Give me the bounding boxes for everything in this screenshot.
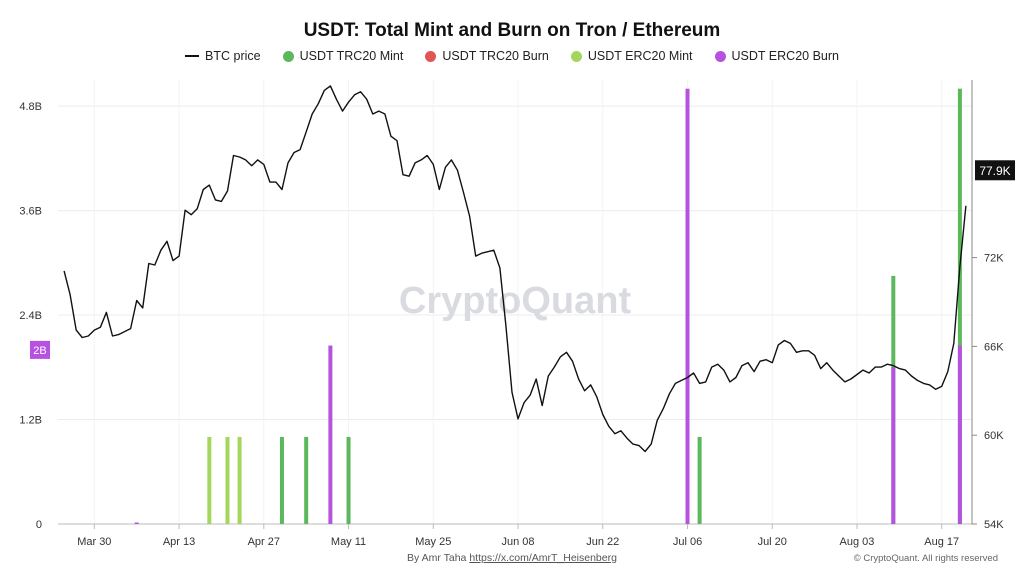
legend-label: BTC price [205, 49, 261, 63]
byline: By Amr Taha https://x.com/AmrT_Heisenber… [0, 552, 1024, 564]
bar-usdt-trc20-mint [957, 88, 962, 525]
y-right-tick-label: 60K [984, 430, 1004, 442]
legend-swatch [185, 55, 200, 57]
y-left-tick-label: 0 [36, 519, 42, 531]
y-right-tick-label: 54K [984, 519, 1004, 531]
bar-usdt-erc20-mint [237, 436, 242, 524]
bar-usdt-erc20-burn [957, 345, 962, 524]
bar-usdt-trc20-mint [697, 436, 702, 524]
x-tick-label: Jul 06 [673, 536, 702, 548]
last-value-badge [975, 160, 1015, 181]
bar-usdt-erc20-mint [225, 436, 230, 524]
bar-usdt-trc20-mint [279, 436, 284, 524]
x-tick-label: May 25 [415, 536, 451, 548]
x-tick-label: Mar 30 [77, 536, 111, 548]
last-value-label: 77.9K [979, 164, 1010, 178]
btc-price-line [63, 85, 967, 453]
y-left-tick-label: 2.4B [19, 310, 42, 322]
watermark: CryptoQuant [399, 280, 632, 322]
y-left-tick-label: 4.8B [19, 101, 42, 113]
legend-swatch [714, 50, 726, 62]
x-tick-label: Aug 03 [840, 536, 875, 548]
legend-swatch [282, 50, 294, 62]
y-left-marker-label: 2B [33, 345, 46, 357]
legend-item-usdt-trc20-burn[interactable]: USDT TRC20 Burn [425, 49, 549, 63]
x-tick-label: Aug 17 [924, 536, 959, 548]
byline-author: By Amr Taha [407, 552, 467, 564]
legend-label: USDT ERC20 Burn [731, 49, 839, 63]
legend-item-usdt-erc20-mint[interactable]: USDT ERC20 Mint [570, 49, 693, 63]
y-right-tick-label: 72K [984, 253, 1004, 265]
x-tick-label: Jun 08 [502, 536, 535, 548]
bar-usdt-erc20-mint [207, 436, 212, 524]
x-tick-label: Jul 20 [758, 536, 787, 548]
legend-item-usdt-trc20-mint[interactable]: USDT TRC20 Mint [282, 49, 404, 63]
x-tick-label: Apr 27 [248, 536, 280, 548]
copyright: © CryptoQuant. All rights reserved [853, 553, 998, 564]
bar-usdt-trc20-mint [304, 436, 309, 524]
legend-label: USDT ERC20 Mint [587, 49, 693, 63]
bar-usdt-erc20-burn [134, 522, 139, 524]
x-tick-label: Apr 13 [163, 536, 195, 548]
bar-usdt-trc20-mint [346, 436, 351, 524]
x-tick-label: Jun 22 [586, 536, 619, 548]
y-left-tick-label: 1.2B [19, 415, 42, 427]
legend-label: USDT TRC20 Burn [442, 49, 549, 63]
bar-usdt-erc20-burn [891, 367, 896, 524]
legend-swatch [570, 50, 582, 62]
bar-usdt-erc20-burn [685, 88, 690, 525]
y-right-tick-label: 66K [984, 341, 1004, 353]
bar-usdt-erc20-burn [328, 345, 333, 524]
y-left-marker-badge [30, 340, 50, 359]
legend: BTC price USDT TRC20 Mint USDT TRC20 Burn U… [0, 49, 1024, 63]
y-left-tick-label: 3.6B [19, 206, 42, 218]
legend-item-btc-price[interactable]: BTC price [185, 49, 261, 63]
legend-label: USDT TRC20 Mint [299, 49, 404, 63]
chart-title: USDT: Total Mint and Burn on Tron / Ethe… [303, 20, 721, 41]
legend-swatch [425, 50, 437, 62]
legend-item-usdt-erc20-burn[interactable]: USDT ERC20 Burn [714, 49, 839, 63]
bars [134, 88, 962, 525]
x-tick-label: May 11 [331, 536, 366, 548]
byline-link[interactable]: https://x.com/AmrT_Heisenberg [469, 552, 617, 564]
